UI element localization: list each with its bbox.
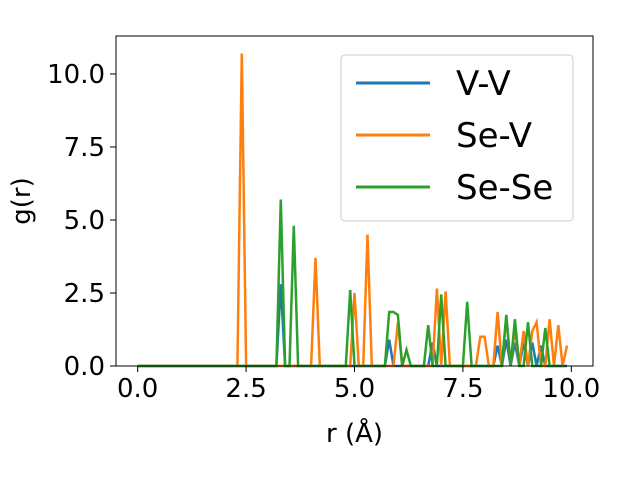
legend-label-se-v: Se-V xyxy=(456,116,532,156)
legend: V-V Se-V Se-Se xyxy=(340,54,574,222)
y-tick-label: 0.0 xyxy=(64,352,105,382)
y-axis-ticks: 0.0 2.5 5.0 7.5 10.0 xyxy=(47,60,116,382)
x-axis-ticks: 0.0 2.5 5.0 7.5 10.0 xyxy=(117,366,600,404)
legend-label-se-se: Se-Se xyxy=(456,168,553,208)
y-tick-label: 10.0 xyxy=(47,60,105,90)
legend-box xyxy=(340,54,574,222)
x-tick-label: 10.0 xyxy=(542,374,600,404)
legend-label-v-v: V-V xyxy=(456,64,511,104)
x-tick-label: 2.5 xyxy=(225,374,266,404)
x-axis-label: r (Å) xyxy=(326,417,383,449)
x-tick-label: 0.0 xyxy=(117,374,158,404)
y-axis-label: g(r) xyxy=(7,177,37,224)
x-tick-label: 5.0 xyxy=(334,374,375,404)
y-tick-label: 2.5 xyxy=(64,279,105,309)
y-tick-label: 7.5 xyxy=(64,133,105,163)
y-tick-label: 5.0 xyxy=(64,206,105,236)
x-tick-label: 7.5 xyxy=(442,374,483,404)
